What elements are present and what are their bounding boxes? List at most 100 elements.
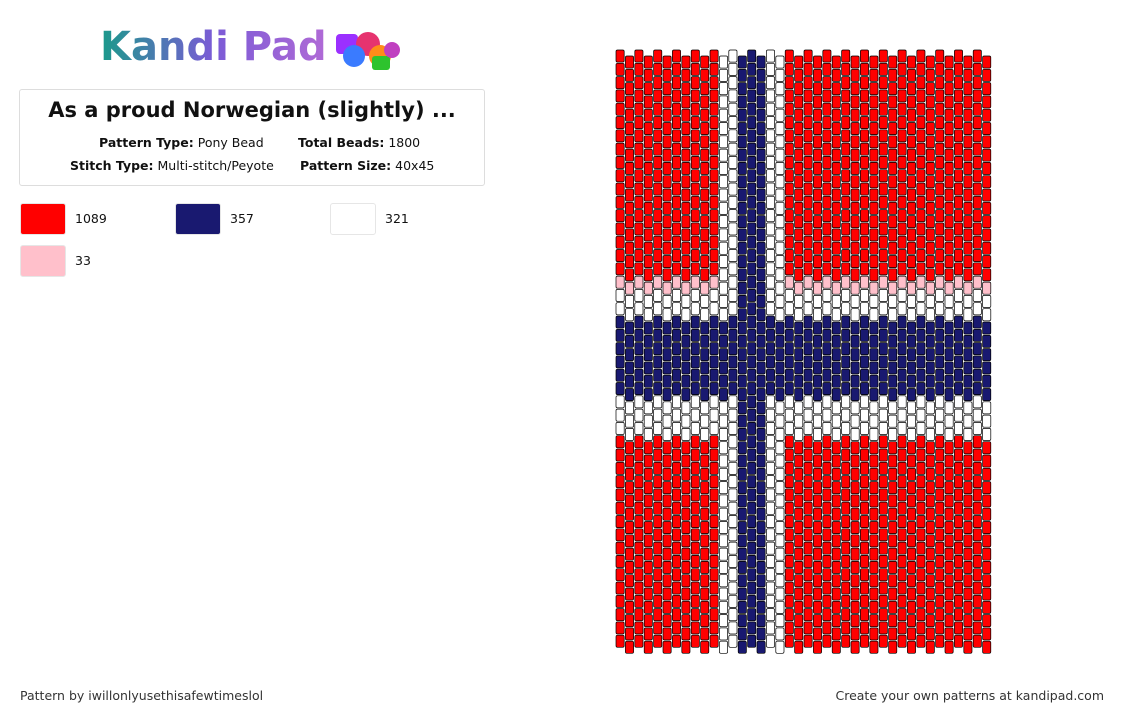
bead [625, 68, 634, 82]
bead [784, 89, 794, 103]
bead [935, 634, 945, 648]
logo[interactable]: Kandi Pad [100, 24, 327, 70]
bead [982, 268, 992, 282]
bead [869, 534, 879, 548]
bead [860, 541, 869, 555]
bead [888, 135, 898, 149]
bead [897, 275, 907, 289]
bead [822, 408, 832, 422]
bead [737, 334, 747, 348]
bead [935, 169, 945, 183]
bead [690, 555, 700, 568]
bead [766, 209, 775, 223]
bead [803, 475, 813, 489]
bead [625, 640, 634, 654]
bead [803, 129, 813, 143]
bead [766, 169, 775, 183]
bead [728, 528, 738, 542]
bead [822, 395, 832, 409]
bead [860, 475, 869, 489]
bead [662, 148, 672, 162]
bead [925, 521, 935, 534]
bead [756, 82, 766, 96]
bead [728, 209, 738, 223]
bead [907, 467, 916, 481]
bead [897, 355, 907, 369]
bead [766, 116, 775, 129]
bead [907, 95, 916, 109]
bead [728, 302, 738, 316]
bead [709, 182, 719, 196]
bead [766, 289, 775, 302]
bead [925, 467, 935, 481]
bead [850, 68, 860, 82]
bead [972, 129, 982, 143]
bead [728, 408, 738, 422]
bead [935, 594, 945, 608]
bead [681, 308, 691, 322]
bead [784, 289, 794, 302]
bead [935, 262, 945, 276]
bead [841, 608, 851, 622]
bead [916, 49, 926, 63]
promo[interactable]: Create your own patterns at kandipad.com [835, 688, 1104, 703]
bead [681, 374, 691, 388]
bead [935, 528, 945, 542]
bead [615, 435, 625, 449]
bead [944, 534, 954, 548]
bead [747, 275, 757, 289]
bead [653, 581, 663, 595]
bead [690, 594, 700, 608]
bead [925, 268, 935, 282]
bead [878, 594, 888, 608]
bead [672, 368, 681, 382]
bead [897, 328, 907, 342]
bead [803, 89, 813, 103]
bead [737, 640, 747, 654]
bead [935, 102, 945, 116]
info-item: Total Beads: 1800 [298, 135, 420, 150]
bead [709, 209, 719, 223]
bead [653, 528, 663, 542]
bead [813, 348, 822, 362]
bead [878, 448, 888, 462]
bead [662, 374, 672, 388]
bead [700, 148, 710, 162]
bead [672, 315, 681, 329]
bead [916, 342, 926, 356]
bead [803, 342, 813, 356]
bead [850, 454, 860, 468]
bead [625, 627, 634, 641]
bead [681, 361, 691, 375]
bead [709, 448, 719, 462]
bead [634, 448, 644, 462]
bead [925, 215, 935, 229]
bead [643, 308, 653, 322]
bead [766, 568, 775, 582]
bead [925, 281, 935, 295]
bead [737, 587, 747, 601]
bead [653, 209, 663, 223]
bead [766, 156, 775, 169]
bead [888, 95, 898, 109]
bead [700, 600, 710, 614]
bead [625, 481, 634, 495]
bead [700, 534, 710, 548]
bead [869, 467, 879, 481]
bead [935, 249, 945, 262]
bead [897, 89, 907, 103]
bead [747, 408, 757, 422]
bead [860, 355, 869, 369]
author[interactable]: Pattern by iwillonlyusethisafewtimeslol [20, 688, 264, 703]
bead [709, 461, 719, 475]
bead [972, 488, 982, 502]
bead [972, 275, 982, 289]
bead [869, 82, 879, 96]
bead [700, 521, 710, 534]
bead [831, 308, 841, 322]
bead [831, 561, 841, 574]
bead [982, 148, 992, 162]
bead [925, 414, 935, 428]
bead [662, 268, 672, 282]
bead [653, 488, 663, 502]
